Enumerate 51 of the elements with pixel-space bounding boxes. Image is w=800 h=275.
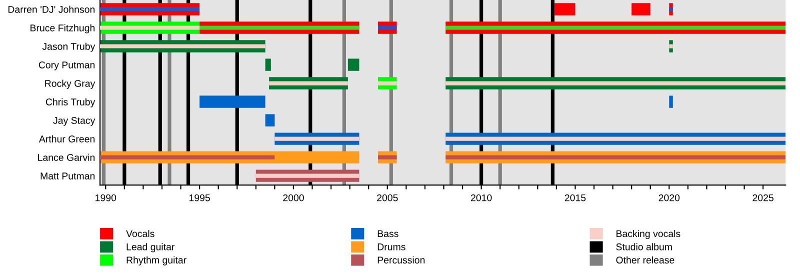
y-tick-label: Rocky Gray	[45, 80, 96, 89]
bar	[378, 155, 397, 160]
bar	[446, 155, 786, 160]
x-tick-label: 2000	[283, 194, 304, 202]
bar	[200, 26, 360, 30]
x-tick-label: 2010	[470, 194, 492, 202]
bar	[256, 174, 360, 178]
legend-label: Drums	[378, 244, 406, 250]
y-tick-label: Bruce Fitzhugh	[30, 24, 95, 34]
legend-label: Percussion	[378, 256, 425, 264]
bar	[200, 96, 266, 108]
bar	[669, 44, 673, 48]
y-tick-label: Arthur Green	[38, 135, 95, 142]
bar	[100, 26, 200, 30]
bar	[446, 26, 786, 30]
legend-label: Lead guitar	[126, 243, 175, 252]
bar	[100, 7, 200, 12]
legend-label: Backing vocals	[616, 230, 680, 240]
legend-label: Other release	[616, 256, 674, 264]
legend-label: Rhythm guitar	[126, 256, 186, 266]
x-tick-label: 2020	[658, 194, 680, 202]
y-tick-label: Cory Putman	[38, 62, 95, 70]
bar	[269, 81, 348, 86]
bar	[265, 114, 275, 126]
bar	[669, 7, 673, 12]
legend-label: Bass	[378, 230, 398, 238]
bar	[348, 58, 360, 71]
legend-label: Vocals	[126, 230, 154, 238]
y-tick-label: Matt Putman	[40, 172, 95, 180]
x-tick-label: 1990	[96, 194, 116, 202]
x-tick-label: 1995	[189, 194, 210, 202]
bar	[446, 81, 786, 86]
bar	[274, 136, 360, 141]
y-tick-label: Chris Truby	[46, 98, 96, 108]
y-tick-label: Darren 'DJ' Johnson	[8, 6, 95, 13]
bar	[669, 96, 673, 108]
bar	[100, 44, 266, 48]
y-tick-label: Lance Garvin	[38, 154, 95, 161]
x-tick-label: 2025	[752, 194, 774, 202]
x-tick-label: 2015	[564, 194, 586, 202]
legend-label: Studio album	[616, 243, 672, 250]
y-tick-label: Jay Stacy	[53, 117, 96, 126]
bar	[100, 155, 275, 160]
bar	[632, 3, 650, 16]
y-tick-label: Jason Truby	[42, 42, 96, 52]
bar	[378, 26, 397, 30]
bar	[446, 136, 786, 141]
bar	[265, 58, 271, 71]
bar	[378, 81, 397, 86]
x-tick-label: 2005	[377, 194, 398, 202]
bar	[554, 3, 576, 16]
